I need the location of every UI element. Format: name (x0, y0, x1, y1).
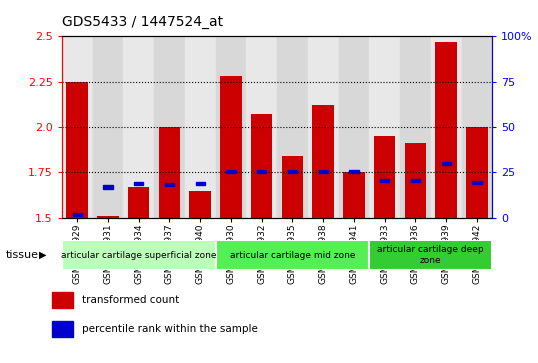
Bar (165, 183, 174, 186)
Bar (103, 185, 112, 189)
Bar (97, 216, 119, 218)
Bar (67, 82, 88, 218)
Bar (277, 36, 308, 218)
Bar (466, 127, 487, 218)
Bar (220, 76, 242, 218)
Bar (159, 127, 180, 218)
Bar (226, 170, 236, 173)
Bar (431, 36, 462, 218)
Text: articular cartilage mid zone: articular cartilage mid zone (230, 250, 355, 260)
Bar (93, 36, 123, 218)
Text: GDS5433 / 1447524_at: GDS5433 / 1447524_at (62, 15, 223, 29)
Bar (288, 170, 297, 173)
Bar (400, 36, 431, 218)
Bar (369, 36, 400, 218)
Bar (338, 36, 369, 218)
Bar (216, 36, 246, 218)
Bar (154, 36, 185, 218)
Bar (343, 172, 365, 218)
Bar (369, 240, 492, 270)
Bar (374, 136, 395, 218)
Bar (442, 162, 451, 165)
Bar (189, 191, 211, 218)
Bar (52, 291, 73, 308)
Bar (251, 114, 272, 218)
Bar (128, 187, 150, 218)
Bar (472, 181, 482, 184)
Bar (62, 36, 93, 218)
Bar (308, 36, 338, 218)
Bar (185, 36, 216, 218)
Bar (216, 240, 369, 270)
Text: articular cartilage deep
zone: articular cartilage deep zone (378, 245, 484, 265)
Bar (313, 105, 334, 218)
Bar (349, 170, 358, 173)
Text: tissue: tissue (5, 250, 38, 260)
Bar (257, 170, 266, 173)
Bar (318, 170, 328, 173)
Bar (405, 143, 426, 218)
Bar (282, 156, 303, 218)
Bar (380, 179, 390, 182)
Bar (123, 36, 154, 218)
Bar (52, 321, 73, 337)
Text: articular cartilage superficial zone: articular cartilage superficial zone (61, 250, 216, 260)
Text: percentile rank within the sample: percentile rank within the sample (82, 324, 258, 334)
Text: ▶: ▶ (39, 250, 46, 260)
Bar (134, 182, 143, 185)
Bar (462, 36, 492, 218)
Bar (196, 182, 205, 185)
Text: transformed count: transformed count (82, 295, 179, 305)
Bar (246, 36, 277, 218)
Bar (73, 212, 82, 216)
Bar (411, 179, 420, 182)
Bar (435, 42, 457, 218)
Bar (62, 240, 216, 270)
